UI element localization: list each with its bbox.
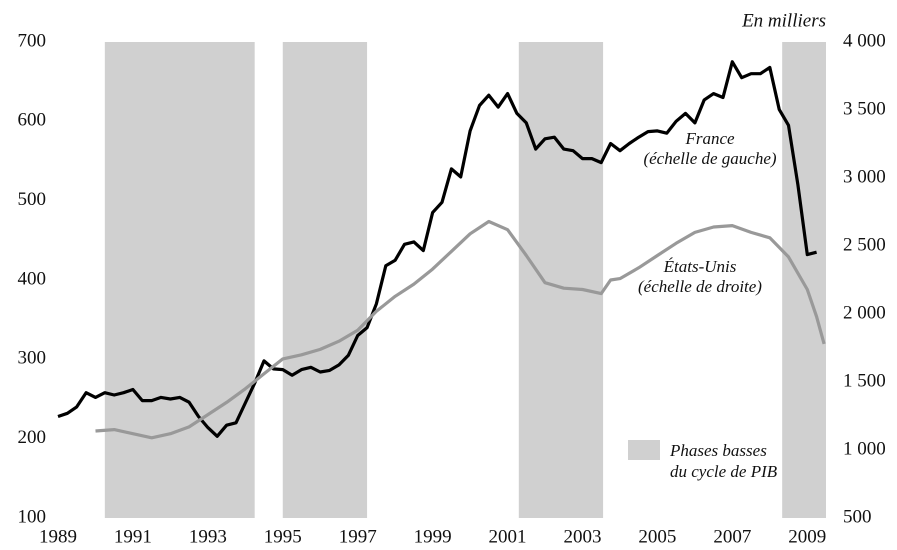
x-tick-label: 1993 <box>189 526 227 547</box>
y2-tick-label: 1 500 <box>843 370 886 391</box>
y-tick-label: 400 <box>18 268 47 289</box>
x-tick-label: 2003 <box>563 526 601 547</box>
x-tick-label: 1997 <box>339 526 377 547</box>
unit-note: En milliers <box>741 10 826 31</box>
y-tick-label: 100 <box>18 506 47 527</box>
x-tick-label: 2001 <box>489 526 527 547</box>
low-phase-band <box>104 42 255 518</box>
series-line <box>95 219 826 440</box>
x-tick-label: 1989 <box>39 526 77 547</box>
y2-tick-label: 3 000 <box>843 166 886 187</box>
y2-tick-label: 4 000 <box>843 30 886 51</box>
y-tick-label: 700 <box>18 30 47 51</box>
x-tick-label: 2009 <box>788 526 826 547</box>
y2-tick-label: 2 500 <box>843 234 886 255</box>
y-tick-label: 600 <box>18 110 47 131</box>
low-phase-band <box>518 42 604 518</box>
x-tick-label: 1999 <box>414 526 452 547</box>
x-tick-label: 1991 <box>114 526 152 547</box>
series-label: États-Unis <box>663 257 737 276</box>
x-tick-label: 2007 <box>713 526 751 547</box>
y-tick-label: 300 <box>18 348 47 369</box>
y2-tick-label: 2 000 <box>843 302 886 323</box>
series-line <box>57 60 817 438</box>
series-note: (échelle de gauche) <box>643 149 776 168</box>
series-note: (échelle de droite) <box>638 277 762 296</box>
y2-tick-label: 1 000 <box>843 438 886 459</box>
legend-label: Phases basses <box>669 441 767 460</box>
legend-label: du cycle de PIB <box>670 462 778 481</box>
x-tick-label: 2005 <box>638 526 676 547</box>
legend-swatch <box>628 440 660 460</box>
low-phase-band <box>282 42 368 518</box>
y-tick-label: 500 <box>18 189 47 210</box>
y-tick-label: 200 <box>18 427 47 448</box>
series-label: France <box>684 129 735 148</box>
low-phase-band <box>782 42 826 518</box>
y2-tick-label: 3 500 <box>843 98 886 119</box>
x-tick-label: 1995 <box>264 526 302 547</box>
y2-tick-label: 500 <box>843 506 872 527</box>
